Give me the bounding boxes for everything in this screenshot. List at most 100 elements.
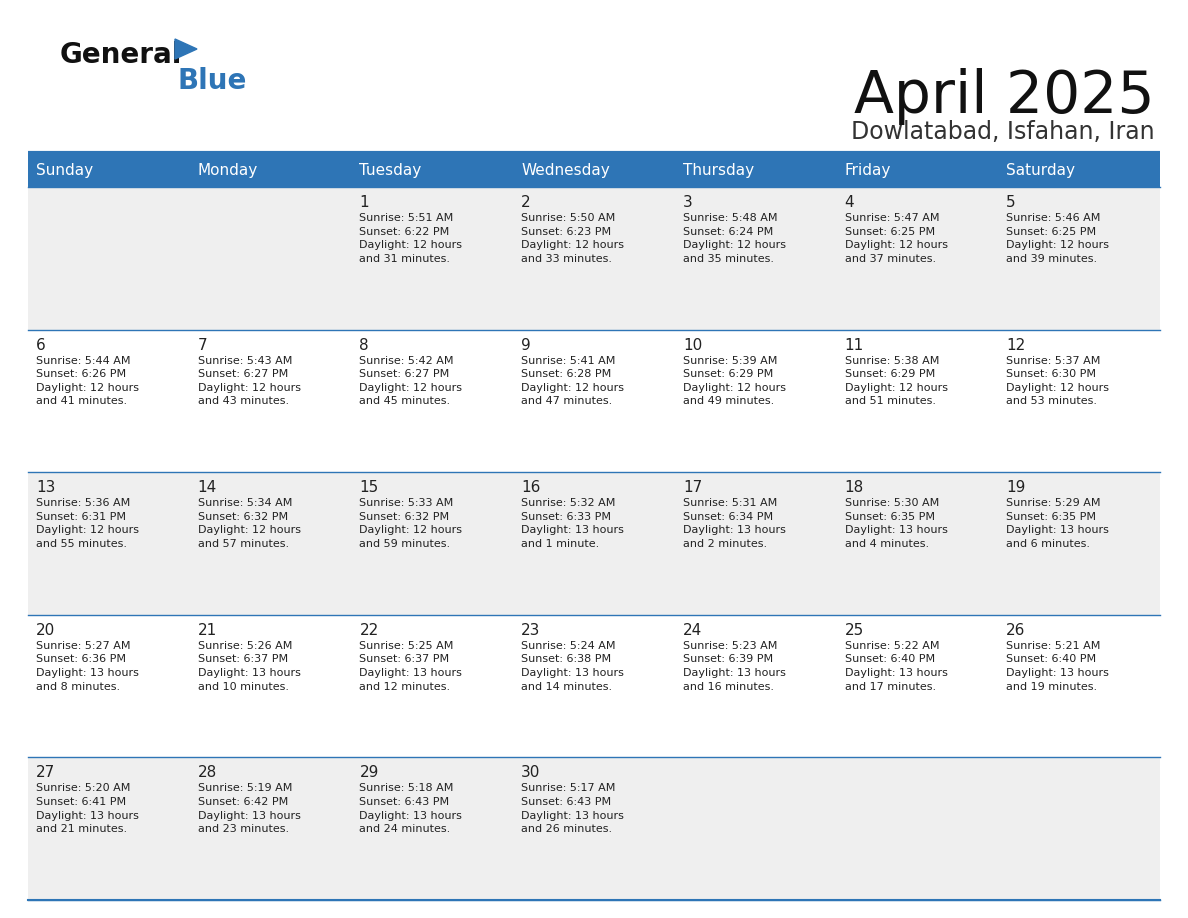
- Bar: [836, 187, 998, 330]
- Text: 9: 9: [522, 338, 531, 353]
- Text: Sunrise: 5:46 AM
Sunset: 6:25 PM
Daylight: 12 hours
and 39 minutes.: Sunrise: 5:46 AM Sunset: 6:25 PM Dayligh…: [1006, 213, 1110, 263]
- Bar: [675, 472, 836, 615]
- Bar: [513, 330, 675, 472]
- Text: 1: 1: [360, 195, 369, 210]
- Text: Sunrise: 5:27 AM
Sunset: 6:36 PM
Daylight: 13 hours
and 8 minutes.: Sunrise: 5:27 AM Sunset: 6:36 PM Dayligh…: [36, 641, 139, 691]
- Bar: [190, 330, 352, 472]
- Text: Sunrise: 5:43 AM
Sunset: 6:27 PM
Daylight: 12 hours
and 43 minutes.: Sunrise: 5:43 AM Sunset: 6:27 PM Dayligh…: [197, 355, 301, 407]
- Text: 24: 24: [683, 622, 702, 638]
- Text: General: General: [61, 41, 183, 69]
- Text: 12: 12: [1006, 338, 1025, 353]
- Text: Sunrise: 5:50 AM
Sunset: 6:23 PM
Daylight: 12 hours
and 33 minutes.: Sunrise: 5:50 AM Sunset: 6:23 PM Dayligh…: [522, 213, 624, 263]
- Text: April 2025: April 2025: [854, 68, 1155, 125]
- Bar: [29, 187, 190, 330]
- Text: 10: 10: [683, 338, 702, 353]
- Bar: [998, 472, 1159, 615]
- Text: Sunrise: 5:41 AM
Sunset: 6:28 PM
Daylight: 12 hours
and 47 minutes.: Sunrise: 5:41 AM Sunset: 6:28 PM Dayligh…: [522, 355, 624, 407]
- Bar: [675, 330, 836, 472]
- Text: Sunrise: 5:34 AM
Sunset: 6:32 PM
Daylight: 12 hours
and 57 minutes.: Sunrise: 5:34 AM Sunset: 6:32 PM Dayligh…: [197, 498, 301, 549]
- Bar: [352, 330, 513, 472]
- Text: Sunrise: 5:25 AM
Sunset: 6:37 PM
Daylight: 13 hours
and 12 minutes.: Sunrise: 5:25 AM Sunset: 6:37 PM Dayligh…: [360, 641, 462, 691]
- Bar: [29, 472, 190, 615]
- Text: Sunrise: 5:39 AM
Sunset: 6:29 PM
Daylight: 12 hours
and 49 minutes.: Sunrise: 5:39 AM Sunset: 6:29 PM Dayligh…: [683, 355, 785, 407]
- Text: Sunrise: 5:47 AM
Sunset: 6:25 PM
Daylight: 12 hours
and 37 minutes.: Sunrise: 5:47 AM Sunset: 6:25 PM Dayligh…: [845, 213, 948, 263]
- Text: 4: 4: [845, 195, 854, 210]
- Bar: [513, 155, 675, 187]
- Text: Monday: Monday: [197, 163, 258, 178]
- Bar: [836, 330, 998, 472]
- Text: Sunrise: 5:23 AM
Sunset: 6:39 PM
Daylight: 13 hours
and 16 minutes.: Sunrise: 5:23 AM Sunset: 6:39 PM Dayligh…: [683, 641, 785, 691]
- Text: Sunrise: 5:44 AM
Sunset: 6:26 PM
Daylight: 12 hours
and 41 minutes.: Sunrise: 5:44 AM Sunset: 6:26 PM Dayligh…: [36, 355, 139, 407]
- Text: 6: 6: [36, 338, 46, 353]
- Text: 27: 27: [36, 766, 56, 780]
- Text: Sunrise: 5:42 AM
Sunset: 6:27 PM
Daylight: 12 hours
and 45 minutes.: Sunrise: 5:42 AM Sunset: 6:27 PM Dayligh…: [360, 355, 462, 407]
- Bar: [190, 155, 352, 187]
- Text: Sunrise: 5:29 AM
Sunset: 6:35 PM
Daylight: 13 hours
and 6 minutes.: Sunrise: 5:29 AM Sunset: 6:35 PM Dayligh…: [1006, 498, 1110, 549]
- Text: 30: 30: [522, 766, 541, 780]
- Bar: [836, 757, 998, 900]
- Text: Sunrise: 5:22 AM
Sunset: 6:40 PM
Daylight: 13 hours
and 17 minutes.: Sunrise: 5:22 AM Sunset: 6:40 PM Dayligh…: [845, 641, 948, 691]
- Text: 13: 13: [36, 480, 56, 495]
- Text: 3: 3: [683, 195, 693, 210]
- Text: Sunrise: 5:30 AM
Sunset: 6:35 PM
Daylight: 13 hours
and 4 minutes.: Sunrise: 5:30 AM Sunset: 6:35 PM Dayligh…: [845, 498, 948, 549]
- Bar: [352, 757, 513, 900]
- Text: Sunrise: 5:32 AM
Sunset: 6:33 PM
Daylight: 13 hours
and 1 minute.: Sunrise: 5:32 AM Sunset: 6:33 PM Dayligh…: [522, 498, 624, 549]
- Text: Friday: Friday: [845, 163, 891, 178]
- Polygon shape: [175, 39, 197, 59]
- Text: 29: 29: [360, 766, 379, 780]
- Bar: [190, 472, 352, 615]
- Text: Sunrise: 5:21 AM
Sunset: 6:40 PM
Daylight: 13 hours
and 19 minutes.: Sunrise: 5:21 AM Sunset: 6:40 PM Dayligh…: [1006, 641, 1110, 691]
- Text: Sunrise: 5:18 AM
Sunset: 6:43 PM
Daylight: 13 hours
and 24 minutes.: Sunrise: 5:18 AM Sunset: 6:43 PM Dayligh…: [360, 783, 462, 834]
- Text: 23: 23: [522, 622, 541, 638]
- Bar: [513, 472, 675, 615]
- Bar: [998, 330, 1159, 472]
- Text: Sunrise: 5:38 AM
Sunset: 6:29 PM
Daylight: 12 hours
and 51 minutes.: Sunrise: 5:38 AM Sunset: 6:29 PM Dayligh…: [845, 355, 948, 407]
- Text: 20: 20: [36, 622, 56, 638]
- Text: Sunrise: 5:31 AM
Sunset: 6:34 PM
Daylight: 13 hours
and 2 minutes.: Sunrise: 5:31 AM Sunset: 6:34 PM Dayligh…: [683, 498, 785, 549]
- Text: 25: 25: [845, 622, 864, 638]
- Text: Dowlatabad, Isfahan, Iran: Dowlatabad, Isfahan, Iran: [852, 120, 1155, 144]
- Bar: [513, 615, 675, 757]
- Bar: [352, 155, 513, 187]
- Bar: [998, 615, 1159, 757]
- Bar: [29, 615, 190, 757]
- Text: 14: 14: [197, 480, 217, 495]
- Bar: [190, 615, 352, 757]
- Text: Sunrise: 5:48 AM
Sunset: 6:24 PM
Daylight: 12 hours
and 35 minutes.: Sunrise: 5:48 AM Sunset: 6:24 PM Dayligh…: [683, 213, 785, 263]
- Bar: [998, 757, 1159, 900]
- Bar: [352, 615, 513, 757]
- Bar: [675, 757, 836, 900]
- Bar: [836, 615, 998, 757]
- Text: Sunrise: 5:51 AM
Sunset: 6:22 PM
Daylight: 12 hours
and 31 minutes.: Sunrise: 5:51 AM Sunset: 6:22 PM Dayligh…: [360, 213, 462, 263]
- Text: Sunrise: 5:24 AM
Sunset: 6:38 PM
Daylight: 13 hours
and 14 minutes.: Sunrise: 5:24 AM Sunset: 6:38 PM Dayligh…: [522, 641, 624, 691]
- Bar: [836, 155, 998, 187]
- Text: Sunrise: 5:20 AM
Sunset: 6:41 PM
Daylight: 13 hours
and 21 minutes.: Sunrise: 5:20 AM Sunset: 6:41 PM Dayligh…: [36, 783, 139, 834]
- Text: 22: 22: [360, 622, 379, 638]
- Text: Sunrise: 5:17 AM
Sunset: 6:43 PM
Daylight: 13 hours
and 26 minutes.: Sunrise: 5:17 AM Sunset: 6:43 PM Dayligh…: [522, 783, 624, 834]
- Text: 2: 2: [522, 195, 531, 210]
- Text: 11: 11: [845, 338, 864, 353]
- Bar: [675, 155, 836, 187]
- Text: Wednesday: Wednesday: [522, 163, 609, 178]
- Text: Thursday: Thursday: [683, 163, 754, 178]
- Text: 17: 17: [683, 480, 702, 495]
- Bar: [29, 757, 190, 900]
- Text: 21: 21: [197, 622, 217, 638]
- Bar: [352, 472, 513, 615]
- Text: Sunrise: 5:26 AM
Sunset: 6:37 PM
Daylight: 13 hours
and 10 minutes.: Sunrise: 5:26 AM Sunset: 6:37 PM Dayligh…: [197, 641, 301, 691]
- Text: Saturday: Saturday: [1006, 163, 1075, 178]
- Text: 5: 5: [1006, 195, 1016, 210]
- Text: Blue: Blue: [177, 67, 246, 95]
- Bar: [836, 472, 998, 615]
- Text: 16: 16: [522, 480, 541, 495]
- Text: Tuesday: Tuesday: [360, 163, 422, 178]
- Text: Sunrise: 5:37 AM
Sunset: 6:30 PM
Daylight: 12 hours
and 53 minutes.: Sunrise: 5:37 AM Sunset: 6:30 PM Dayligh…: [1006, 355, 1110, 407]
- Text: 18: 18: [845, 480, 864, 495]
- Text: Sunday: Sunday: [36, 163, 93, 178]
- Text: 19: 19: [1006, 480, 1025, 495]
- Bar: [998, 187, 1159, 330]
- Text: 15: 15: [360, 480, 379, 495]
- Text: 7: 7: [197, 338, 208, 353]
- Text: Sunrise: 5:33 AM
Sunset: 6:32 PM
Daylight: 12 hours
and 59 minutes.: Sunrise: 5:33 AM Sunset: 6:32 PM Dayligh…: [360, 498, 462, 549]
- Bar: [998, 155, 1159, 187]
